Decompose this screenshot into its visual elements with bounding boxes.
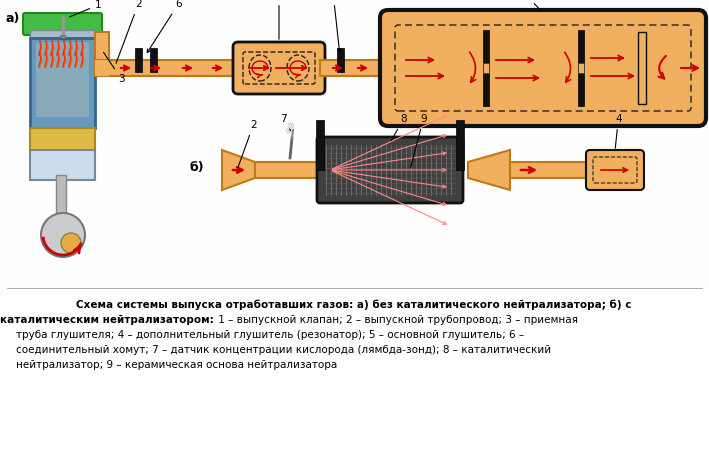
- Polygon shape: [222, 150, 255, 190]
- Bar: [320, 60, 388, 76]
- Text: соединительный хомут; 7 – датчик концентрации кислорода (лямбда-зонд); 8 – катал: соединительный хомут; 7 – датчик концент…: [16, 345, 551, 355]
- Bar: [95, 60, 109, 76]
- Bar: [316, 120, 324, 170]
- Bar: [56, 175, 66, 215]
- Text: нейтрализатор; 9 – керамическая основа нейтрализатора: нейтрализатор; 9 – керамическая основа н…: [16, 360, 337, 370]
- Bar: [30, 128, 95, 150]
- Text: 3: 3: [104, 52, 125, 84]
- Text: 2: 2: [238, 120, 257, 167]
- Bar: [483, 30, 489, 106]
- Bar: [95, 60, 243, 76]
- FancyBboxPatch shape: [233, 42, 325, 94]
- Bar: [456, 120, 464, 170]
- Text: 2: 2: [116, 0, 142, 63]
- Bar: [30, 150, 95, 180]
- Text: 6: 6: [330, 0, 341, 52]
- Bar: [30, 38, 95, 128]
- Text: 4: 4: [615, 114, 622, 148]
- Polygon shape: [468, 150, 510, 190]
- Text: а): а): [5, 12, 19, 25]
- Text: 7: 7: [280, 114, 291, 131]
- FancyBboxPatch shape: [380, 10, 706, 126]
- Bar: [255, 162, 320, 178]
- Text: Схема системы выпуска отработавших газов: а) без каталитического нейтрализатора;: Схема системы выпуска отработавших газов…: [77, 300, 632, 310]
- Bar: [483, 63, 489, 73]
- Text: 9: 9: [411, 114, 427, 167]
- Bar: [510, 162, 590, 178]
- Bar: [36, 42, 89, 117]
- FancyBboxPatch shape: [23, 13, 102, 35]
- Bar: [30, 30, 95, 38]
- Text: 8: 8: [391, 114, 407, 141]
- Text: 6: 6: [147, 0, 182, 53]
- Bar: [578, 63, 584, 73]
- Circle shape: [41, 213, 85, 257]
- Bar: [337, 48, 343, 72]
- FancyBboxPatch shape: [586, 150, 644, 190]
- Text: 5: 5: [523, 0, 541, 11]
- Bar: [150, 48, 157, 72]
- Text: б): б): [190, 162, 205, 175]
- Bar: [0, 0, 709, 285]
- Text: труба глушителя; 4 – дополнительный глушитель (резонатор); 5 – основной глушител: труба глушителя; 4 – дополнительный глуш…: [16, 330, 524, 340]
- Bar: [638, 32, 646, 104]
- FancyBboxPatch shape: [317, 137, 463, 203]
- Bar: [135, 48, 142, 72]
- Text: 1 – выпускной клапан; 2 – выпускной трубопровод; 3 – приемная: 1 – выпускной клапан; 2 – выпускной труб…: [215, 315, 578, 325]
- Text: 1: 1: [69, 0, 101, 17]
- Bar: [578, 30, 584, 106]
- Text: 4: 4: [276, 0, 282, 39]
- Bar: [95, 32, 109, 68]
- Text: каталитическим нейтрализатором:: каталитическим нейтрализатором:: [0, 315, 213, 325]
- Circle shape: [61, 233, 81, 253]
